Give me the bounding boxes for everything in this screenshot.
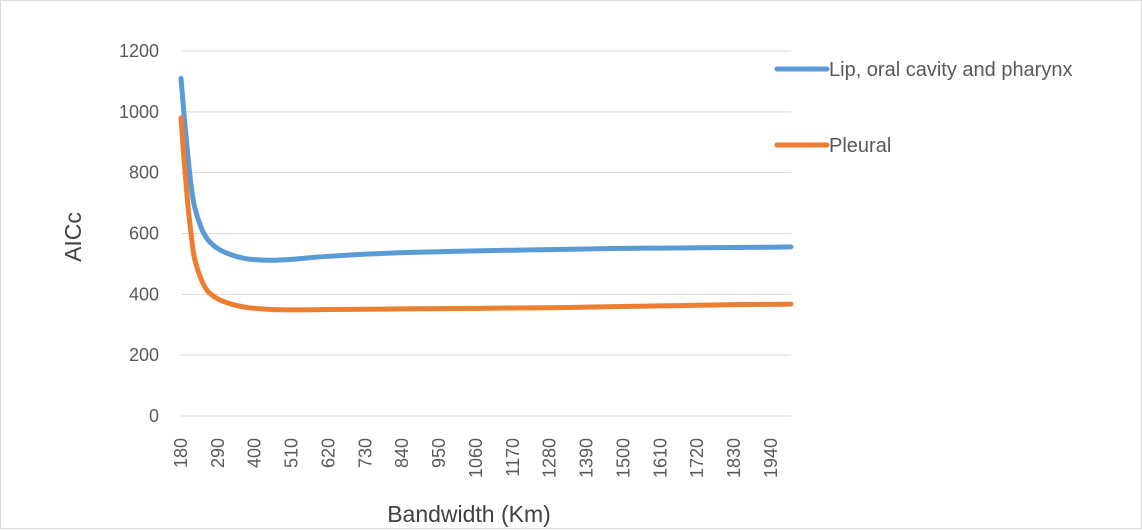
series-line-1: [178, 75, 794, 263]
x-tick-label: 620: [318, 438, 338, 468]
x-tick-label: 290: [208, 438, 228, 468]
legend-label-2: Pleural: [829, 135, 891, 157]
x-axis-title: Bandwidth (Km): [387, 501, 551, 527]
x-tick-label: 1390: [577, 438, 597, 478]
y-tick-label: 400: [129, 284, 159, 304]
x-tick-label: 1280: [540, 438, 560, 478]
x-tick-label: 510: [282, 438, 302, 468]
y-tick-label: 200: [129, 345, 159, 365]
y-tick-label: 0: [149, 406, 159, 426]
x-tick-label: 840: [392, 438, 412, 468]
x-tick-label: 1170: [503, 438, 523, 477]
x-tick-label: 1720: [687, 438, 707, 478]
x-tick-label: 1830: [724, 438, 744, 478]
y-tick-labels: 0 200 400 600 800 1000 1200: [119, 41, 159, 426]
legend-label-1: Lip, oral cavity and pharynx: [829, 59, 1072, 81]
x-tick-labels: 180 290 400 510 620 730 840 950 1060 1170 1280 1390…: [171, 438, 781, 478]
y-tick-label: 800: [129, 163, 159, 183]
series-lines: [178, 75, 794, 313]
legend: Lip, oral cavity and pharynx Pleural: [774, 59, 1072, 157]
x-tick-label: 400: [245, 438, 265, 468]
y-tick-label: 1000: [119, 102, 159, 122]
x-tick-label: 1060: [466, 438, 486, 478]
x-tick-label: 1500: [613, 438, 633, 478]
series-line-2: [178, 115, 794, 313]
x-tick-label: 730: [355, 438, 375, 468]
x-tick-label: 180: [171, 438, 191, 468]
y-axis-title: AICc: [60, 212, 86, 262]
x-tick-label: 1610: [650, 438, 670, 478]
y-tick-label: 1200: [119, 41, 159, 61]
y-tick-label: 600: [129, 224, 159, 244]
x-tick-label: 1940: [761, 438, 781, 478]
gridlines: [181, 50, 791, 417]
x-tick-label: 950: [429, 438, 449, 468]
